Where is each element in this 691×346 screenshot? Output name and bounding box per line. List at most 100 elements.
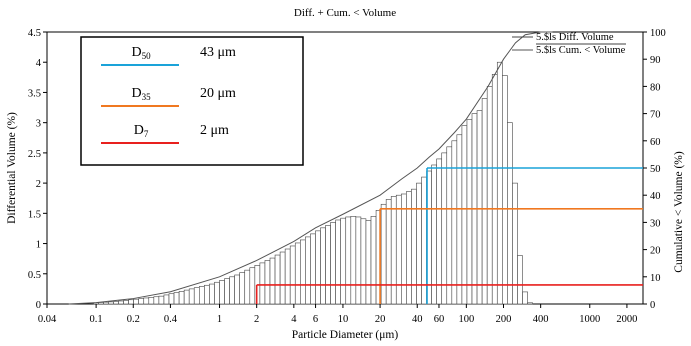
diff-volume-bar bbox=[153, 296, 160, 305]
diff-volume-bar bbox=[123, 300, 129, 305]
y2-tick-label: 50 bbox=[650, 164, 661, 175]
diff-volume-bar bbox=[244, 269, 251, 305]
diff-volume-bar bbox=[370, 216, 377, 305]
diff-volume-bar bbox=[355, 216, 362, 305]
diff-volume-bar bbox=[214, 281, 220, 305]
x-tick-label: 6 bbox=[313, 314, 318, 325]
diff-volume-bar bbox=[183, 289, 190, 305]
diff-volume-bar bbox=[481, 98, 488, 305]
y2-tick-label: 0 bbox=[650, 300, 655, 311]
diff-volume-bar bbox=[350, 216, 357, 305]
diff-volume-bar bbox=[411, 188, 417, 305]
diff-volume-bar bbox=[148, 297, 155, 305]
x-tick-label: 2000 bbox=[616, 314, 637, 325]
diff-volume-bar bbox=[229, 276, 235, 305]
y2-tick-label: 30 bbox=[650, 218, 661, 229]
diff-volume-bar bbox=[461, 125, 468, 305]
diff-volume-bar bbox=[204, 284, 210, 305]
diff-volume-bar bbox=[441, 152, 448, 305]
diff-volume-bar bbox=[310, 233, 316, 305]
marker-value-d50: 43 μm bbox=[200, 45, 236, 60]
x-tick-label: 20 bbox=[375, 314, 386, 325]
diff-volume-bar bbox=[219, 280, 225, 305]
y2-tick-label: 40 bbox=[650, 191, 661, 202]
diff-volume-bar bbox=[305, 236, 311, 305]
diff-volume-bar bbox=[395, 194, 402, 305]
y-tick-label: 3.5 bbox=[28, 88, 41, 99]
x-tick-label: 60 bbox=[434, 314, 445, 325]
y-tick-label: 4 bbox=[36, 58, 42, 69]
diff-volume-bar bbox=[345, 216, 352, 305]
series-legend: 5.$ls Diff. Volume 5.$ls Cum. < Volume bbox=[512, 32, 626, 56]
diff-volume-bar bbox=[390, 196, 397, 305]
cumulative-volume-line bbox=[68, 31, 553, 305]
diff-volume-bar bbox=[517, 255, 523, 305]
x-tick-label: 100 bbox=[458, 314, 474, 325]
diff-volume-bar bbox=[360, 218, 367, 305]
diff-volume-bar bbox=[259, 262, 266, 305]
diff-volume-bar bbox=[365, 220, 372, 305]
diff-volume-bar bbox=[335, 219, 341, 305]
diff-volume-bar bbox=[451, 140, 458, 305]
diff-volume-bar bbox=[188, 288, 195, 305]
x-tick-label: 1000 bbox=[579, 314, 600, 325]
diff-volume-bar bbox=[108, 301, 114, 305]
percentile-legend-frame bbox=[80, 36, 304, 166]
y2-tick-label: 20 bbox=[650, 246, 661, 257]
chart-title: Diff. + Cum. < Volume bbox=[294, 7, 396, 19]
diff-volume-bar bbox=[446, 146, 453, 305]
x-axis-ticks: 0.04 0.1 0.2 0.4 1 2 4 6 10 20 40 60 100 200 400 1000 20… bbox=[38, 304, 637, 325]
legend-diff-volume-label: 5.$ls Diff. Volume bbox=[536, 32, 614, 43]
diff-volume-bar bbox=[294, 242, 301, 305]
right-y-axis-ticks: 0 10 20 30 40 50 60 70 80 90 100 bbox=[643, 28, 666, 311]
diff-volume-bar bbox=[103, 301, 109, 305]
diff-volume-bar bbox=[199, 286, 205, 305]
x-tick-label: 2 bbox=[254, 314, 259, 325]
y-axis-title-right: Cumulative < Volume (%) bbox=[673, 151, 685, 273]
diff-volume-bars bbox=[93, 61, 533, 305]
diff-volume-bar bbox=[512, 182, 518, 305]
x-tick-label: 0.04 bbox=[38, 314, 57, 325]
diff-volume-bar bbox=[436, 158, 443, 305]
y2-tick-label: 90 bbox=[650, 55, 661, 66]
marker-value-d35: 20 μm bbox=[200, 86, 236, 101]
diff-volume-bar bbox=[193, 287, 200, 305]
y-tick-label: 2.5 bbox=[28, 149, 41, 160]
diff-volume-bar bbox=[163, 294, 170, 305]
x-tick-label: 0.2 bbox=[127, 314, 140, 325]
y-tick-label: 1.5 bbox=[28, 209, 41, 220]
diff-volume-bar bbox=[299, 239, 306, 305]
x-tick-label: 0.4 bbox=[164, 314, 178, 325]
legend-cum-volume-label: 5.$ls Cum. < Volume bbox=[536, 45, 626, 56]
diff-volume-bar bbox=[466, 119, 473, 305]
diff-volume-bar bbox=[113, 301, 119, 305]
diff-volume-bar bbox=[138, 298, 145, 305]
x-tick-label: 200 bbox=[496, 314, 512, 325]
diff-volume-bar bbox=[118, 300, 124, 305]
y2-tick-label: 70 bbox=[650, 110, 661, 121]
y2-tick-label: 80 bbox=[650, 82, 661, 93]
diff-volume-bar bbox=[431, 164, 437, 305]
diff-volume-bar bbox=[133, 298, 139, 305]
diff-volume-bar bbox=[289, 245, 296, 305]
y-tick-label: 3 bbox=[36, 119, 41, 130]
diff-volume-bar bbox=[269, 257, 276, 305]
y-tick-label: 1 bbox=[36, 240, 41, 251]
x-axis-title: Particle Diameter (μm) bbox=[292, 329, 399, 341]
diff-volume-bar bbox=[320, 227, 326, 305]
marker-value-d7: 2 μm bbox=[200, 123, 229, 138]
diff-volume-bar bbox=[330, 222, 336, 305]
diff-volume-bar bbox=[340, 217, 347, 305]
diff-volume-bar bbox=[476, 110, 483, 305]
y-tick-label: 0 bbox=[36, 300, 41, 311]
diff-volume-bar bbox=[380, 203, 387, 305]
diff-volume-bar bbox=[416, 182, 422, 305]
marker-label-d7: D7 bbox=[134, 123, 149, 139]
y2-tick-label: 60 bbox=[650, 137, 661, 148]
y-tick-label: 0.5 bbox=[28, 270, 41, 281]
left-y-axis-ticks: 0 0.5 1 1.5 2 2.5 3 3.5 4 4.5 bbox=[28, 28, 47, 311]
diff-volume-bar bbox=[527, 302, 533, 305]
diff-volume-bar bbox=[522, 291, 528, 305]
diff-volume-bar bbox=[491, 74, 498, 305]
